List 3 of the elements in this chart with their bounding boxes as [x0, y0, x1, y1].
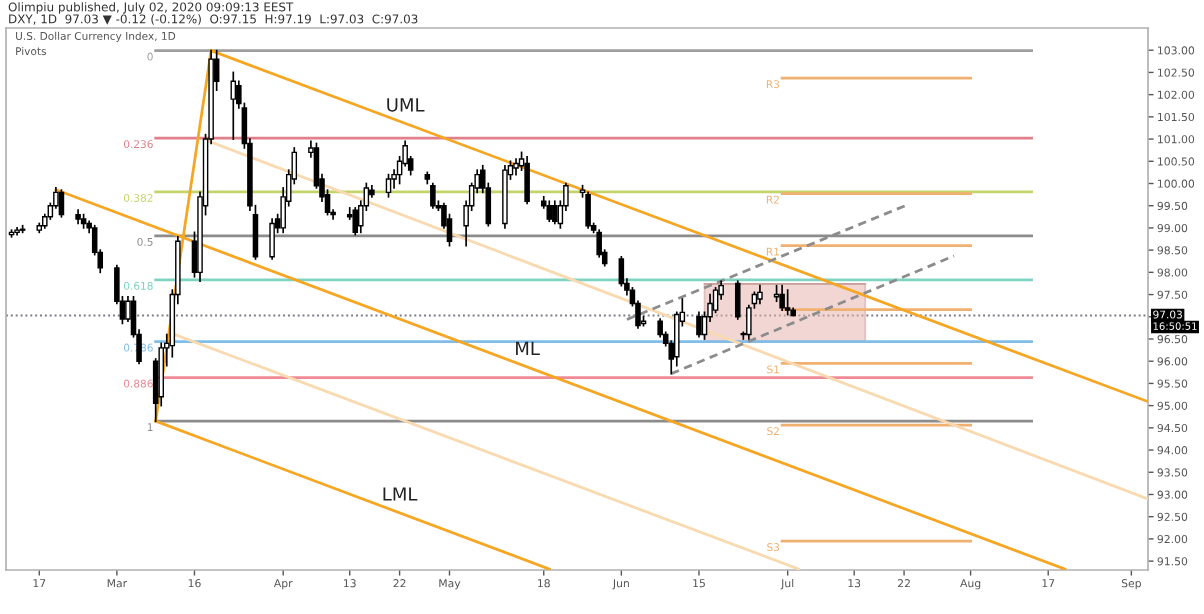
annotation: ML	[516, 341, 540, 355]
annotation: LML	[383, 487, 418, 501]
annotation: UML	[387, 98, 425, 112]
